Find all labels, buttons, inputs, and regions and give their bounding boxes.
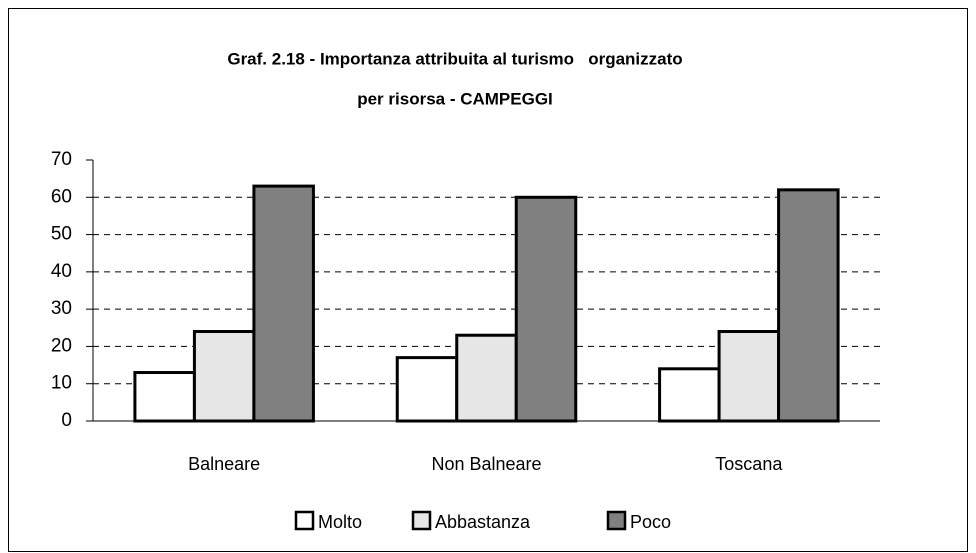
bar [717,330,781,423]
bar [133,371,196,423]
chart-subtitle: per risorsa - CAMPEGGI [357,89,553,108]
bar [455,333,518,423]
x-tick-label: Non Balneare [431,454,541,474]
y-tick-label: 20 [51,335,72,356]
y-tick-label: 40 [51,261,72,282]
y-tick-label: 70 [51,149,72,170]
chart-title: Graf. 2.18 - Importanza attribuita al tu… [227,49,682,68]
x-tick-label: Toscana [715,454,783,474]
bar [192,330,256,423]
legend-swatch [606,510,627,531]
x-tick-label: Balneare [188,454,260,474]
bar [777,188,840,423]
y-tick-label: 0 [61,410,72,431]
legend-swatch [411,510,432,531]
legend-label: Poco [630,512,671,532]
bar [514,195,578,423]
bar [252,184,315,423]
legend-label: Molto [318,512,362,532]
legend-label: Abbastanza [435,512,531,532]
bar [395,356,459,423]
bar [658,367,721,423]
y-tick-label: 50 [51,224,72,245]
y-tick-label: 10 [51,373,72,394]
y-tick-label: 60 [51,186,72,207]
legend-swatch [294,510,315,531]
y-tick-label: 30 [51,298,72,319]
